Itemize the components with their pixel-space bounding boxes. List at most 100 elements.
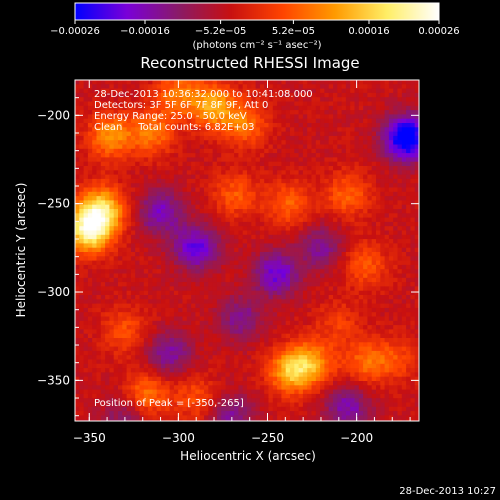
heatmap-cell xyxy=(272,114,278,120)
heatmap-cell xyxy=(358,135,364,141)
heatmap-cell xyxy=(358,329,364,335)
heatmap-cell xyxy=(156,234,162,240)
heatmap-cell xyxy=(169,338,175,343)
heatmap-cell xyxy=(259,196,265,201)
heatmap-cell xyxy=(302,269,308,274)
heatmap-cell xyxy=(199,131,205,137)
heatmap-cell xyxy=(328,247,334,253)
heatmap-cell xyxy=(139,325,145,330)
heatmap-cell xyxy=(229,217,235,223)
heatmap-cell xyxy=(118,166,123,171)
heatmap-cell xyxy=(130,123,136,128)
heatmap-cell xyxy=(410,209,416,214)
heatmap-cell xyxy=(152,325,158,330)
heatmap-cell xyxy=(401,221,407,227)
heatmap-cell xyxy=(281,312,287,317)
heatmap-cell xyxy=(204,264,209,270)
heatmap-cell xyxy=(268,127,274,132)
heatmap-cell xyxy=(345,260,351,266)
heatmap-cell xyxy=(122,174,127,180)
heatmap-cell xyxy=(109,247,115,253)
heatmap-cell xyxy=(406,161,411,167)
heatmap-cell xyxy=(363,161,368,167)
heatmap-cell xyxy=(195,92,201,98)
heatmap-cell xyxy=(376,157,381,163)
heatmap-cell xyxy=(139,312,145,317)
heatmap-cell xyxy=(100,80,106,85)
heatmap-cell xyxy=(320,92,325,98)
heatmap-cell xyxy=(212,196,218,201)
heatmap-cell xyxy=(384,320,390,326)
heatmap-cell xyxy=(268,329,274,335)
heatmap-cell xyxy=(208,320,213,326)
heatmap-cell xyxy=(285,123,291,128)
heatmap-cell xyxy=(255,161,261,167)
heatmap-cell xyxy=(302,101,308,107)
heatmap-cell xyxy=(376,329,381,335)
heatmap-cell xyxy=(242,312,248,317)
heatmap-cell xyxy=(401,148,407,154)
chart-title: Reconstructed RHESSI Image xyxy=(140,54,359,72)
heatmap-cell xyxy=(109,264,115,270)
heatmap-cell xyxy=(199,256,205,261)
heatmap-cell xyxy=(75,256,80,261)
heatmap-cell xyxy=(105,290,110,296)
heatmap-cell xyxy=(251,140,256,145)
heatmap-cell xyxy=(367,221,373,227)
heatmap-cell xyxy=(328,307,334,313)
heatmap-cell xyxy=(315,88,321,94)
heatmap-cell xyxy=(337,105,342,111)
heatmap-cell xyxy=(350,114,355,120)
heatmap-cell xyxy=(75,187,80,193)
heatmap-cell xyxy=(324,217,330,223)
heatmap-cell xyxy=(307,307,312,313)
heatmap-cell xyxy=(324,97,330,102)
heatmap-cell xyxy=(302,282,308,287)
heatmap-cell xyxy=(182,338,188,343)
heatmap-cell xyxy=(251,338,256,343)
heatmap-cell xyxy=(156,191,162,197)
heatmap-cell xyxy=(298,213,304,218)
heatmap-cell xyxy=(208,303,213,309)
heatmap-cell xyxy=(234,110,239,115)
heatmap-cell xyxy=(109,282,115,287)
heatmap-cell xyxy=(169,105,175,111)
heatmap-cell xyxy=(75,295,80,300)
heatmap-cell xyxy=(178,277,183,283)
heatmap-cell xyxy=(122,342,127,347)
heatmap-cell xyxy=(384,299,390,304)
heatmap-cell xyxy=(376,118,381,124)
heatmap-cell xyxy=(238,286,244,292)
heatmap-cell xyxy=(320,307,325,313)
heatmap-cell xyxy=(247,118,252,124)
heatmap-cell xyxy=(238,312,244,317)
heatmap-cell xyxy=(333,127,338,132)
heatmap-cell xyxy=(178,105,183,111)
heatmap-cell xyxy=(242,187,248,193)
heatmap-cell xyxy=(152,140,158,145)
heatmap-cell xyxy=(345,299,351,304)
heatmap-cell xyxy=(388,105,394,111)
heatmap-cell xyxy=(264,256,269,261)
heatmap-cell xyxy=(126,157,132,163)
heatmap-cell xyxy=(87,118,93,124)
heatmap-cell xyxy=(358,243,364,249)
heatmap-cell xyxy=(302,144,308,150)
heatmap-cell xyxy=(152,307,158,313)
heatmap-cell xyxy=(272,217,278,223)
heatmap-cell xyxy=(87,247,93,253)
heatmap-cell xyxy=(152,88,158,94)
heatmap-cell xyxy=(234,338,239,343)
heatmap-cell xyxy=(191,200,196,206)
colorbar-tick-label: −0.00026 xyxy=(50,26,100,37)
heatmap-cell xyxy=(406,230,411,236)
heatmap-cell xyxy=(238,273,244,279)
heatmap-cell xyxy=(311,178,317,184)
heatmap-cell xyxy=(83,312,89,317)
heatmap-cell xyxy=(367,273,373,279)
heatmap-cell xyxy=(92,226,97,231)
heatmap-cell xyxy=(277,196,282,201)
heatmap-cell xyxy=(234,92,239,98)
heatmap-cell xyxy=(173,269,179,274)
heatmap-cell xyxy=(92,256,97,261)
